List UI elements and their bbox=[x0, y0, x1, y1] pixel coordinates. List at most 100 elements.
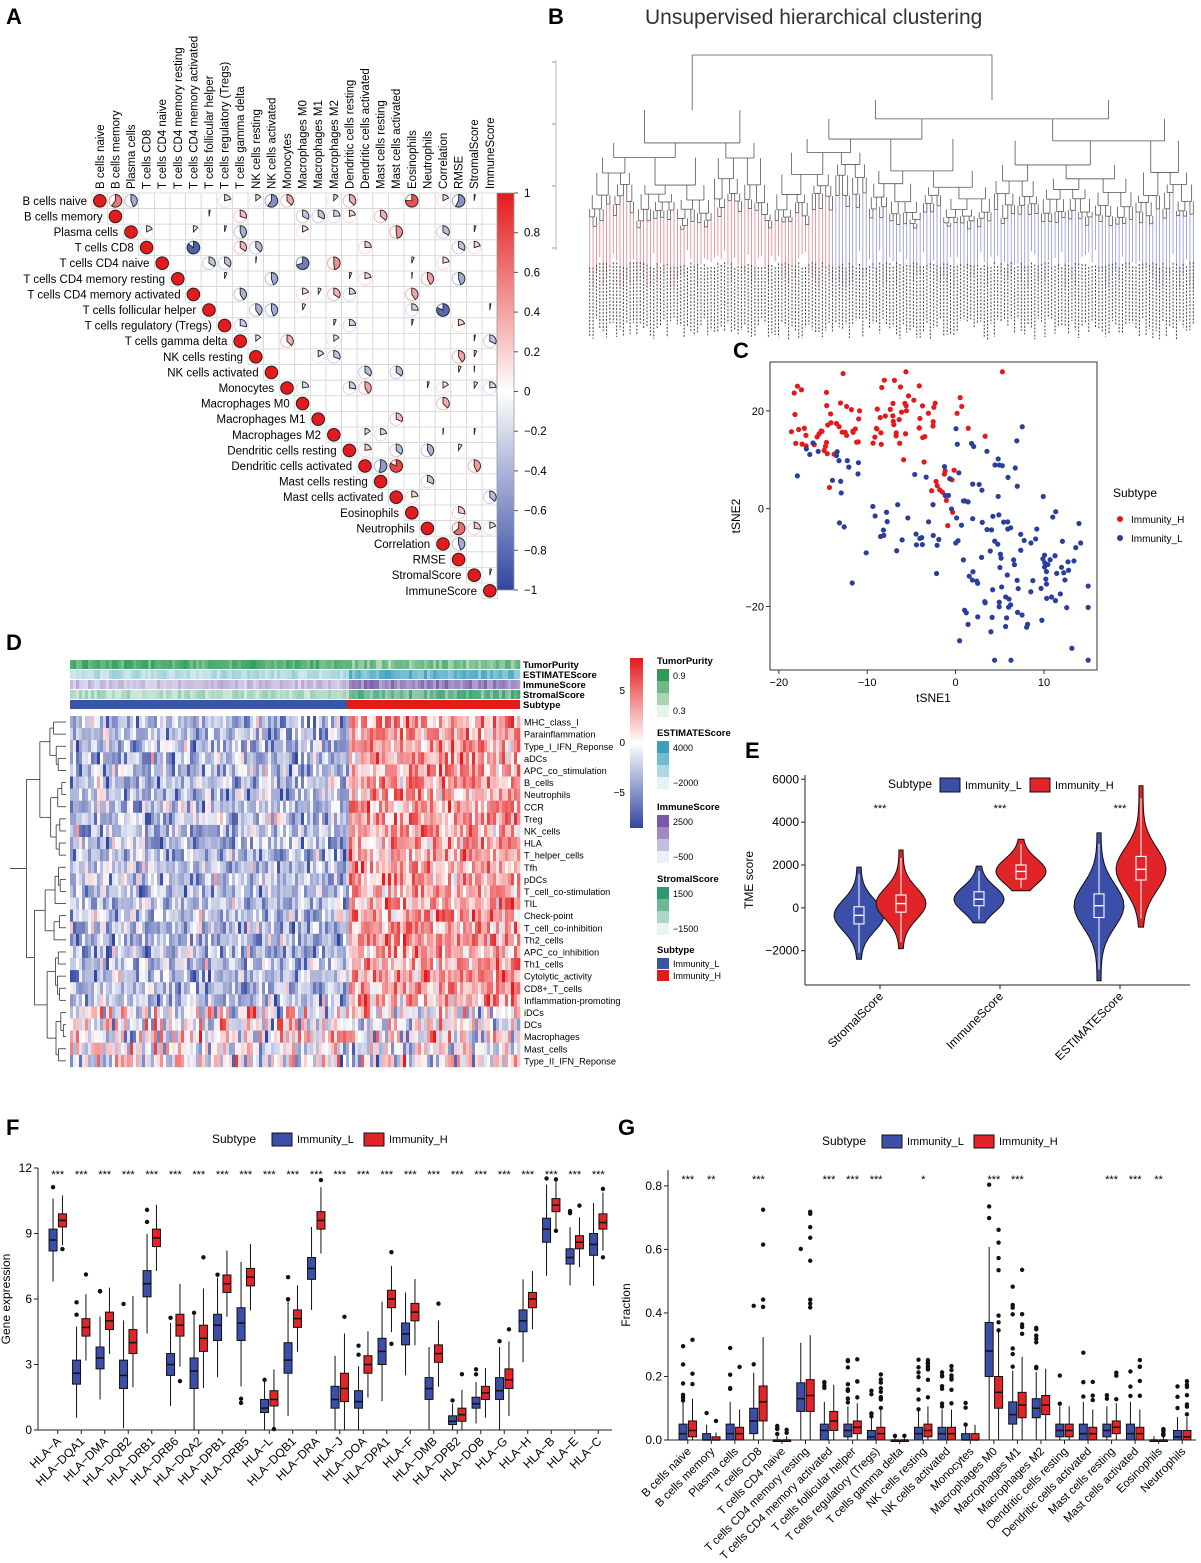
heatmap-cell bbox=[238, 716, 242, 729]
correlation-mark bbox=[186, 240, 201, 255]
heatmap-cell bbox=[121, 752, 125, 765]
heatmap-cell bbox=[166, 716, 170, 729]
heatmap-cell bbox=[388, 728, 392, 741]
annotation-cell bbox=[427, 670, 431, 679]
heatmap-cell bbox=[259, 824, 263, 838]
annotation-cell bbox=[499, 660, 503, 669]
correlation-mark bbox=[426, 443, 435, 457]
heatmap-cell bbox=[415, 716, 419, 729]
heatmap-cell bbox=[238, 776, 242, 789]
heatmap-cell bbox=[382, 837, 386, 850]
annotation-cell bbox=[247, 690, 251, 699]
scatter-point bbox=[1078, 540, 1084, 546]
annotation-cell bbox=[202, 690, 206, 699]
correlation-mark bbox=[327, 428, 341, 442]
scatter-point bbox=[992, 462, 998, 468]
annotation-cell bbox=[340, 690, 344, 699]
heatmap-cell bbox=[175, 812, 179, 826]
matrix-cell bbox=[325, 379, 343, 397]
heatmap-cell bbox=[112, 716, 116, 729]
heatmap-cell bbox=[85, 788, 89, 801]
heatmap-cell bbox=[481, 764, 485, 777]
heatmap-cell bbox=[196, 897, 200, 910]
heatmap-cell bbox=[403, 861, 407, 874]
annotation-cell bbox=[187, 680, 191, 689]
heatmap-cell bbox=[97, 776, 101, 789]
heatmap-cell bbox=[376, 800, 380, 814]
heatmap-cell bbox=[313, 824, 317, 838]
heatmap-cell bbox=[151, 716, 155, 729]
heatmap-cell bbox=[340, 752, 344, 765]
correlation-mark bbox=[267, 194, 279, 208]
heatmap-cell bbox=[457, 897, 461, 910]
heatmap-cell bbox=[199, 788, 203, 801]
matrix-cell bbox=[403, 223, 421, 241]
annotation-cell bbox=[355, 670, 359, 679]
heatmap-cell bbox=[250, 861, 254, 874]
heatmap-cell bbox=[313, 728, 317, 741]
heatmap-cell bbox=[172, 861, 176, 874]
heatmap-cell bbox=[385, 837, 389, 850]
annotation-cell bbox=[463, 660, 467, 669]
heatmap-cell bbox=[322, 824, 326, 838]
heatmap-cell bbox=[121, 764, 125, 777]
heatmap-cell bbox=[376, 861, 380, 874]
heatmap-cell bbox=[178, 837, 182, 850]
heatmap-cell bbox=[517, 716, 521, 729]
annotation-cell bbox=[274, 680, 278, 689]
annotation-cell bbox=[430, 660, 434, 669]
legend-label: Immunity_L bbox=[1131, 534, 1183, 545]
heatmap-cell bbox=[316, 824, 320, 838]
heatmap-row-label: NK_cells bbox=[524, 827, 561, 837]
heatmap-cell bbox=[124, 788, 128, 801]
heatmap-cell bbox=[121, 812, 125, 826]
annotation-cell bbox=[502, 680, 506, 689]
heatmap-cell bbox=[211, 788, 215, 801]
scatter-point bbox=[989, 614, 995, 620]
heatmap-cell bbox=[265, 776, 269, 789]
row-label: Neutrophils bbox=[356, 523, 414, 535]
heatmap-cell bbox=[442, 752, 446, 765]
heatmap-cell bbox=[310, 812, 314, 826]
annotation-cell bbox=[508, 680, 512, 689]
annotation-cell bbox=[226, 690, 230, 699]
heatmap-cell bbox=[403, 800, 407, 814]
correlation-mark bbox=[473, 240, 481, 249]
heatmap-cell bbox=[265, 873, 269, 886]
heatmap-cell bbox=[502, 776, 506, 789]
scatter-point bbox=[794, 383, 801, 389]
heatmap-cell bbox=[139, 909, 143, 922]
scatter-point bbox=[902, 400, 908, 406]
heatmap-cell bbox=[451, 897, 455, 910]
matrix-cell bbox=[403, 457, 421, 475]
heatmap-cell bbox=[424, 812, 428, 826]
heatmap-cell bbox=[196, 861, 200, 874]
heatmap-cell bbox=[496, 824, 500, 838]
heatmap-cell bbox=[475, 812, 479, 826]
scatter-point bbox=[1065, 567, 1072, 573]
heatmap-cell bbox=[154, 885, 158, 898]
heatmap-cell bbox=[517, 800, 521, 814]
scatter-point bbox=[934, 542, 940, 548]
heatmap-cell bbox=[442, 897, 446, 910]
annotation-cell bbox=[508, 670, 512, 679]
heatmap-cell bbox=[130, 728, 134, 741]
heatmap-cell bbox=[268, 885, 272, 898]
heatmap-cell bbox=[445, 885, 449, 898]
heatmap-cell bbox=[127, 824, 131, 838]
heatmap-cell bbox=[484, 812, 488, 826]
heatmap-cell bbox=[145, 873, 149, 886]
heatmap-cell bbox=[271, 861, 275, 874]
scatter-point bbox=[1005, 474, 1011, 481]
scatter-point bbox=[1004, 572, 1010, 578]
heatmap-cell bbox=[376, 873, 380, 886]
scatter-point bbox=[856, 416, 862, 422]
heatmap-cell bbox=[226, 716, 230, 729]
heatmap-cell bbox=[403, 752, 407, 765]
heatmap-cell bbox=[460, 800, 464, 814]
matrix-cell bbox=[372, 301, 389, 319]
heatmap-cell bbox=[148, 873, 152, 886]
heatmap-cell bbox=[97, 861, 101, 874]
heatmap-cell bbox=[508, 824, 512, 838]
heatmap-cell bbox=[508, 897, 512, 910]
